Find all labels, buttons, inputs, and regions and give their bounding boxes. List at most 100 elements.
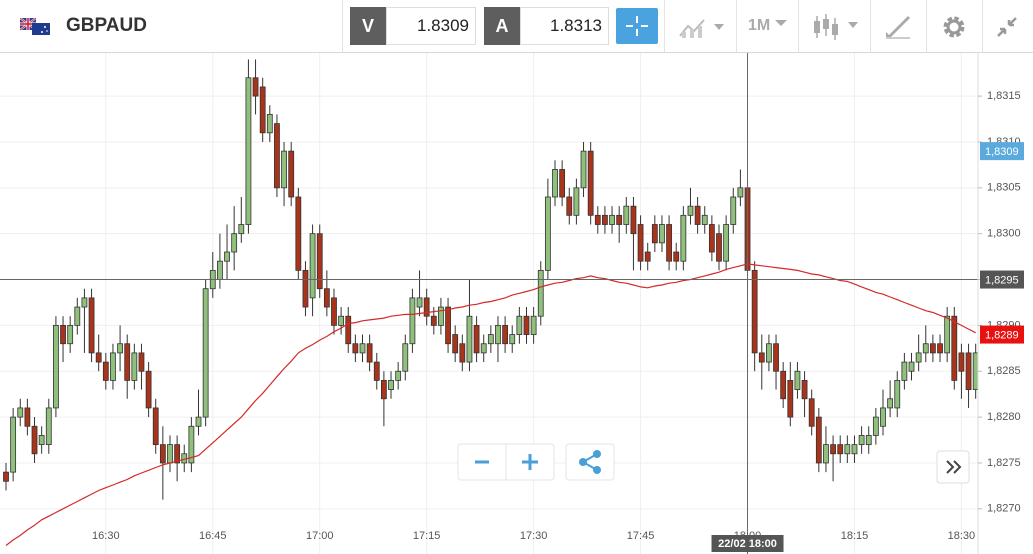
- grid: [0, 53, 978, 554]
- candle-down: [288, 150, 295, 198]
- candle-up: [195, 416, 202, 427]
- candle-up: [216, 260, 223, 280]
- candle-up: [487, 334, 494, 345]
- candle-up: [580, 150, 587, 189]
- candle-down: [259, 86, 266, 134]
- zoom-in-button[interactable]: [522, 454, 538, 470]
- candle-down: [345, 315, 352, 345]
- candle-down: [145, 370, 152, 409]
- candle-up: [537, 269, 544, 317]
- candle-up: [509, 334, 516, 345]
- candle-down: [830, 444, 836, 455]
- candle-down: [773, 343, 779, 372]
- candle-down: [152, 407, 159, 446]
- y-tick-label: 1,8305: [987, 182, 1021, 194]
- candle-up: [388, 380, 394, 390]
- candle-down: [174, 444, 181, 464]
- candle-down: [502, 324, 509, 345]
- candle-style-button[interactable]: [812, 12, 862, 42]
- candle-up: [10, 416, 17, 473]
- candle-up: [701, 214, 708, 225]
- candle-up: [402, 343, 409, 372]
- share-icon: [579, 450, 601, 474]
- candle-down: [323, 288, 330, 308]
- candle-down: [644, 251, 651, 262]
- y-tick-label: 1,8285: [987, 365, 1021, 377]
- zoom-controls: [457, 443, 970, 484]
- timeframe[interactable]: 1M: [748, 17, 771, 34]
- candle-up: [131, 352, 138, 381]
- candle-up: [224, 251, 230, 262]
- crosshair-button[interactable]: [616, 8, 658, 44]
- candle-down: [751, 269, 758, 354]
- candle-down: [666, 224, 672, 262]
- candle-up: [623, 205, 630, 225]
- candle-down: [60, 324, 66, 345]
- candle-down: [616, 214, 623, 225]
- candle-up: [922, 343, 929, 354]
- chart-type-button[interactable]: [678, 14, 728, 40]
- candle-up: [823, 444, 829, 464]
- x-tick-label: 17:45: [627, 530, 655, 542]
- separator: [870, 0, 871, 52]
- candle-down: [780, 370, 787, 400]
- candle-up: [680, 214, 687, 262]
- candle-up: [81, 297, 88, 308]
- share-button[interactable]: [565, 443, 615, 481]
- collapse-button[interactable]: [995, 15, 1019, 39]
- candle-down: [366, 343, 373, 363]
- candle-up: [438, 306, 444, 326]
- candle-down: [88, 297, 95, 354]
- bid-label[interactable]: V: [350, 7, 386, 45]
- candle-up: [844, 444, 851, 455]
- candle-up: [766, 343, 772, 363]
- candle-up: [794, 370, 801, 390]
- settings-button[interactable]: [941, 14, 967, 40]
- candle-up: [188, 425, 195, 464]
- candle-up: [202, 288, 209, 418]
- candle-down: [274, 123, 280, 189]
- price-badge-label: 1,8289: [985, 329, 1019, 341]
- draw-button[interactable]: [884, 14, 912, 40]
- candle-down: [594, 214, 601, 225]
- candle-up: [723, 224, 730, 262]
- price-badge: [980, 325, 1024, 344]
- candle-down: [673, 251, 680, 262]
- chart: 1,82701,82751,82801,82851,82901,82951,83…: [0, 53, 1024, 554]
- candle-down: [958, 352, 965, 372]
- separator: [926, 0, 927, 52]
- ask-price[interactable]: 1.8313: [520, 7, 609, 45]
- y-tick-label: 1,8270: [987, 503, 1021, 515]
- candle-down: [459, 343, 466, 363]
- candle-up: [110, 352, 116, 381]
- candle-up: [972, 352, 978, 390]
- toolbar: GBPAUD V 1.8309 A 1.8313 1M: [0, 0, 1033, 53]
- axis: 1,82701,82751,82801,82851,82901,82951,83…: [92, 53, 1024, 554]
- candle-up: [851, 444, 858, 455]
- candle-up: [737, 187, 744, 198]
- candle-up: [416, 297, 423, 308]
- dropdown-arrow[interactable]: [774, 18, 788, 28]
- y-tick-label: 1,8275: [987, 457, 1021, 469]
- candle-down: [373, 361, 380, 381]
- candle-down: [138, 352, 145, 372]
- candle-up: [880, 407, 886, 427]
- x-tick-label: 16:45: [199, 530, 227, 542]
- candle-up: [466, 315, 473, 363]
- candle-down: [630, 205, 637, 235]
- candle-down: [316, 233, 323, 290]
- bid-price[interactable]: 1.8309: [386, 7, 476, 45]
- candle-up: [231, 233, 238, 253]
- moving-average: [5, 263, 976, 546]
- candle-up: [915, 352, 922, 363]
- scroll-right-icon: [946, 460, 962, 474]
- ask-label[interactable]: A: [484, 7, 520, 45]
- candle-down: [423, 297, 430, 317]
- candle-up: [266, 114, 273, 134]
- candle-down: [801, 380, 808, 400]
- candle-down: [758, 352, 765, 363]
- candle-down: [937, 343, 943, 354]
- y-tick-label: 1,8300: [987, 228, 1021, 240]
- x-tick-label: 17:15: [413, 530, 441, 542]
